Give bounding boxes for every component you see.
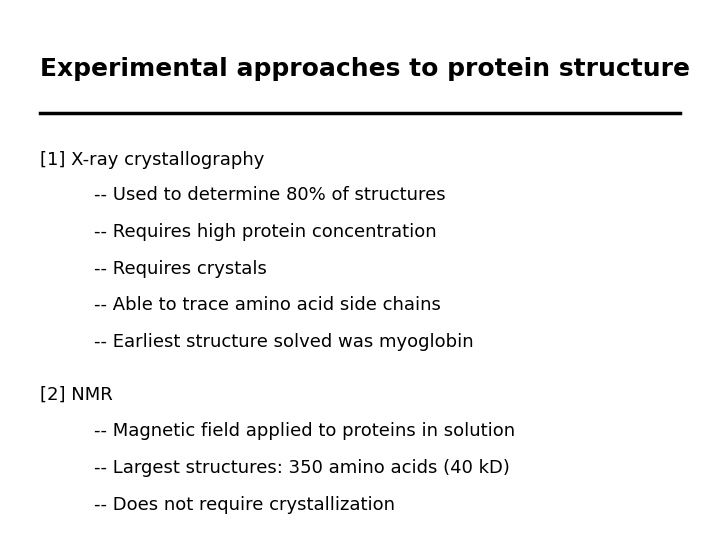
Text: [2] NMR: [2] NMR [40,386,112,404]
Text: -- Does not require crystallization: -- Does not require crystallization [94,496,395,514]
Text: Experimental approaches to protein structure: Experimental approaches to protein struc… [40,57,690,80]
Text: -- Magnetic field applied to proteins in solution: -- Magnetic field applied to proteins in… [94,422,515,440]
Text: [1] X-ray crystallography: [1] X-ray crystallography [40,151,264,169]
Text: -- Used to determine 80% of structures: -- Used to determine 80% of structures [94,186,445,204]
Text: -- Requires crystals: -- Requires crystals [94,260,266,278]
Text: -- Earliest structure solved was myoglobin: -- Earliest structure solved was myoglob… [94,333,473,351]
Text: -- Able to trace amino acid side chains: -- Able to trace amino acid side chains [94,296,441,314]
Text: -- Largest structures: 350 amino acids (40 kD): -- Largest structures: 350 amino acids (… [94,459,510,477]
Text: -- Requires high protein concentration: -- Requires high protein concentration [94,223,436,241]
